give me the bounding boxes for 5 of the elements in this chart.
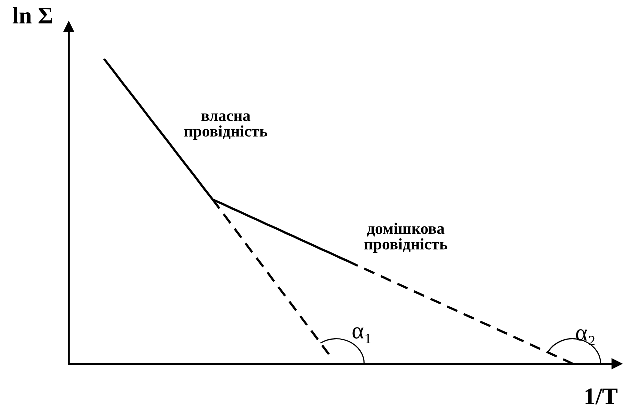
annotation: α₁ bbox=[352, 328, 371, 344]
y-axis-title: ln Σ bbox=[12, 7, 52, 24]
annotation: власна провідність bbox=[184, 114, 268, 140]
x-axis-title: 1/T bbox=[586, 388, 618, 405]
annotation: домішкова провідність bbox=[364, 222, 448, 253]
